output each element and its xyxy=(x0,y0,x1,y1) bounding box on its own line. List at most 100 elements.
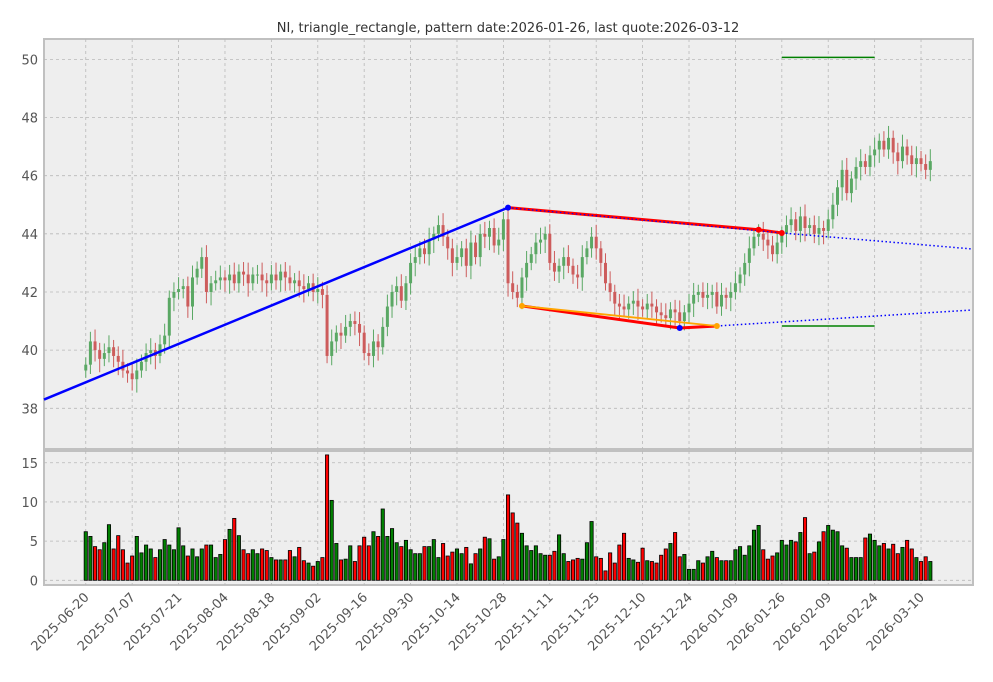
volume-bar xyxy=(756,525,761,581)
candle-body xyxy=(478,233,482,258)
volume-bar xyxy=(844,547,849,581)
candle-body xyxy=(283,271,287,278)
candle-body xyxy=(655,306,659,313)
volume-bar xyxy=(445,555,450,581)
candle-body xyxy=(492,228,496,246)
candle-body xyxy=(107,347,111,354)
lower-orange-line xyxy=(521,305,717,327)
volume-bar xyxy=(394,542,399,581)
volume-bar xyxy=(190,548,195,581)
volume-bar xyxy=(798,532,803,581)
candle-body xyxy=(455,257,459,263)
candle-body xyxy=(163,335,167,345)
candle-body xyxy=(102,353,106,359)
volume-bar xyxy=(362,536,367,581)
candle-body xyxy=(891,137,895,153)
volume-bar xyxy=(533,545,538,581)
volume-bar xyxy=(320,557,325,581)
volume-bar xyxy=(557,534,562,581)
candle-body xyxy=(116,355,120,362)
volume-bar xyxy=(584,542,589,581)
volume-tick-label: 5 xyxy=(30,535,38,550)
volume-bar xyxy=(649,561,654,581)
volume-bar xyxy=(738,546,743,581)
candle-body xyxy=(497,239,501,246)
volume-bar xyxy=(232,517,237,581)
volume-bar xyxy=(524,545,529,581)
candle-body xyxy=(650,303,654,307)
candle-body xyxy=(464,248,468,266)
volume-bar xyxy=(914,557,919,581)
volume-bar xyxy=(297,546,302,581)
volume-bar xyxy=(673,532,678,581)
volume-bar xyxy=(677,556,682,581)
volume-bar xyxy=(775,552,780,581)
volume-bar xyxy=(543,554,548,581)
volume-bar xyxy=(181,545,186,581)
candle-body xyxy=(831,204,835,220)
candle-body xyxy=(794,219,798,231)
volume-bar xyxy=(273,559,279,581)
candle-body xyxy=(840,169,844,188)
volume-bar xyxy=(93,546,98,581)
candle-body xyxy=(928,161,932,170)
candle-body xyxy=(353,321,357,324)
volume-bar xyxy=(686,568,692,581)
volume-bar xyxy=(733,549,738,581)
candle-body xyxy=(557,265,561,272)
volume-bar xyxy=(575,557,580,581)
volume-bar xyxy=(919,561,924,581)
volume-bar xyxy=(195,556,200,581)
chart-title: NI, triangle_rectangle, pattern date:202… xyxy=(277,21,740,36)
candle-body xyxy=(423,248,427,255)
candle-body xyxy=(687,303,691,313)
volume-bar xyxy=(854,557,859,581)
candle-body xyxy=(752,236,756,249)
volume-bar xyxy=(222,539,227,581)
volume-bar xyxy=(88,536,93,581)
candle-body xyxy=(771,245,775,255)
volume-bar xyxy=(269,557,274,581)
volume-bar xyxy=(348,545,353,581)
volume-bar xyxy=(821,531,826,581)
volume-bar xyxy=(515,522,520,581)
candle-body xyxy=(307,283,311,290)
volume-bar xyxy=(385,536,390,581)
volume-bar xyxy=(352,561,357,581)
volume-bar xyxy=(705,556,710,581)
volume-bar xyxy=(742,554,747,581)
upper-dotted-trace xyxy=(507,207,782,234)
candle-body xyxy=(395,286,399,292)
volume-bar xyxy=(144,544,149,581)
price-tick-label: 42 xyxy=(21,286,38,301)
candle-body xyxy=(242,271,246,275)
volume-bar xyxy=(162,539,167,581)
volume-bar xyxy=(728,560,733,581)
candle-body xyxy=(914,158,918,165)
candle-body xyxy=(645,303,649,310)
volume-bar xyxy=(789,539,794,581)
candle-body xyxy=(409,262,413,284)
candle-body xyxy=(135,370,139,380)
volume-bar xyxy=(106,524,111,581)
volume-bar xyxy=(867,533,873,581)
candle-body xyxy=(390,291,394,307)
volume-bar xyxy=(640,547,645,581)
candle-body xyxy=(460,248,464,258)
volume-bar xyxy=(566,561,571,581)
volume-bar xyxy=(835,531,840,581)
volume-bar xyxy=(459,553,464,581)
candle-body xyxy=(715,291,719,307)
candle-body xyxy=(427,239,431,255)
candle-body xyxy=(849,178,853,194)
candle-body xyxy=(854,166,858,179)
candle-body xyxy=(506,219,510,284)
candle-body xyxy=(320,289,324,295)
candle-body xyxy=(692,294,696,304)
candle-body xyxy=(358,323,362,333)
candle-body xyxy=(733,283,737,292)
volume-bar xyxy=(413,553,418,581)
candle-body xyxy=(826,219,830,231)
candle-body xyxy=(817,228,821,234)
